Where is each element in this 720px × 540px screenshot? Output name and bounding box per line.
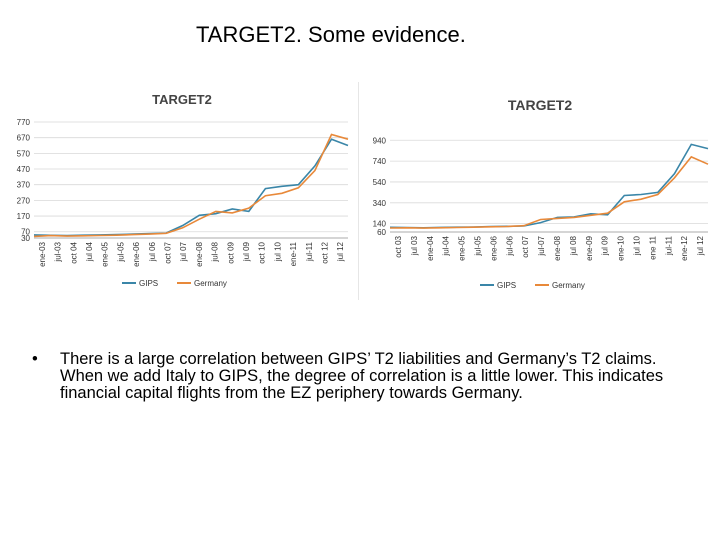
series-line-germany [33, 133, 349, 238]
x-tick-label: jul-08 [211, 241, 220, 262]
x-tick-label: ene-04 [426, 235, 435, 260]
legend-label: GIPS [139, 279, 158, 288]
chart-title: TARGET2 [508, 97, 573, 113]
x-tick-label: jul 08 [569, 235, 578, 256]
x-tick-label: ene-09 [585, 235, 594, 260]
x-tick-label: jul 10 [273, 241, 282, 262]
y-tick-label: 570 [17, 149, 31, 158]
x-tick-label: jul 12 [696, 235, 705, 256]
x-tick-label: oct 03 [394, 235, 403, 257]
bullet-marker: • [32, 350, 38, 368]
x-tick-label: ene-03 [38, 241, 47, 266]
x-tick-label: oct 09 [226, 241, 235, 263]
x-tick-label: ene-11 [289, 241, 298, 266]
x-tick-label: jul 10 [632, 235, 641, 256]
legend-label: GIPS [497, 281, 516, 290]
x-tick-label: oct 12 [320, 241, 329, 263]
y-tick-label: 470 [17, 165, 31, 174]
x-tick-label: jul 06 [148, 241, 157, 262]
y-tick-label: 770 [17, 118, 31, 127]
x-tick-label: jul-05 [116, 241, 125, 262]
x-tick-label: oct 04 [69, 241, 78, 263]
legend-label: Germany [194, 279, 227, 288]
x-tick-label: oct 07 [521, 235, 530, 257]
chart-right-panel: TARGET2 60 140 340 540 740 940 oct 03 jul 03 ene-… [360, 82, 718, 300]
x-tick-label: ene 11 [648, 235, 657, 259]
slide-title: TARGET2. Some evidence. [196, 22, 466, 47]
chart-left-panel: TARGET2 30 70 170 270 370 470 570 670 770 ene-03 ju… [2, 82, 359, 300]
x-tick-label: ene-10 [617, 235, 626, 260]
y-tick-label: 670 [17, 134, 31, 143]
y-tick-label: 70 [21, 228, 30, 237]
y-tick-label: 370 [17, 181, 31, 190]
x-tick-label: ene-08 [553, 235, 562, 260]
x-tick-label: jul 04 [85, 241, 94, 262]
x-tick-label: jul 09 [242, 241, 251, 262]
bullet-text: There is a large correlation between GIP… [60, 350, 664, 402]
y-tick-label: 270 [17, 196, 31, 205]
x-tick-label: ene-05 [101, 241, 110, 266]
series-line-germany [389, 155, 709, 229]
x-tick-label: jul-07 [537, 235, 546, 256]
x-tick-label: jul-04 [442, 235, 451, 256]
y-tick-label: 940 [373, 136, 387, 145]
x-tick-label: jul-11 [305, 241, 314, 262]
x-tick-label: jul-03 [54, 241, 63, 262]
series-line-gips [389, 143, 709, 229]
x-tick-label: jul-06 [505, 235, 514, 256]
y-tick-label: 140 [373, 220, 387, 229]
x-tick-label: ene-12 [680, 235, 689, 260]
x-tick-label: ene-06 [489, 235, 498, 260]
x-tick-label: oct 10 [258, 241, 267, 263]
x-tick-label: ene-06 [132, 241, 141, 266]
y-tick-label: 60 [377, 228, 386, 237]
y-tick-label: 740 [373, 157, 387, 166]
x-tick-label: ene-05 [458, 235, 467, 260]
chart-title: TARGET2 [152, 92, 212, 107]
x-tick-label: jul-11 [664, 235, 673, 256]
y-tick-label: 540 [373, 178, 387, 187]
y-tick-label: 30 [21, 234, 30, 243]
legend-label: Germany [552, 281, 585, 290]
x-tick-label: jul 03 [410, 235, 419, 256]
y-tick-label: 340 [373, 199, 387, 208]
x-tick-label: jul 12 [336, 241, 345, 262]
x-tick-label: jul-05 [473, 235, 482, 256]
x-tick-label: jul 09 [601, 235, 610, 256]
y-tick-label: 170 [17, 212, 31, 221]
x-tick-label: jul 07 [179, 241, 188, 262]
x-tick-label: ene-08 [195, 241, 204, 266]
x-tick-label: oct 07 [163, 241, 172, 263]
